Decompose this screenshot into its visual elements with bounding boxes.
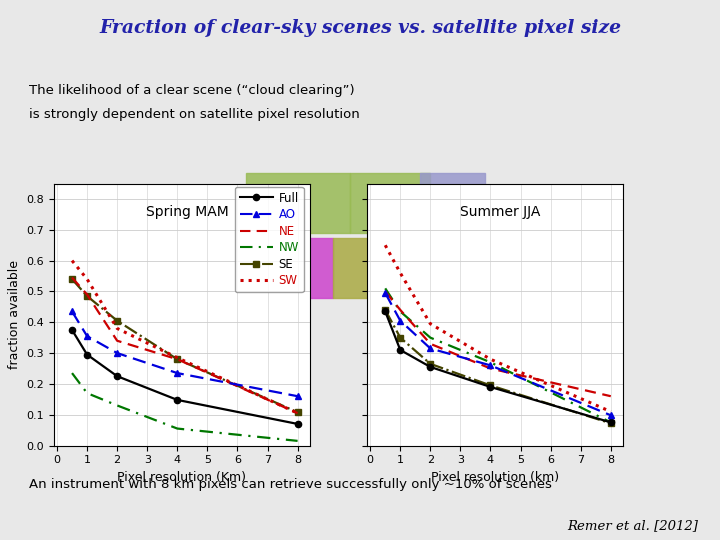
X-axis label: Pixel resolution (km): Pixel resolution (km) — [431, 471, 559, 484]
Text: NE: NE — [382, 201, 398, 211]
Text: SE: SE — [369, 266, 384, 276]
Bar — [246, 238, 333, 298]
Text: is strongly dependent on satellite pixel resolution: is strongly dependent on satellite pixel… — [29, 108, 359, 121]
Text: Summer JJA: Summer JJA — [460, 205, 540, 219]
Legend: Full, AO, NE, NW, SE, SW: Full, AO, NE, NW, SE, SW — [235, 187, 304, 292]
Text: AO: AO — [445, 231, 462, 241]
X-axis label: Pixel resolution (Km): Pixel resolution (Km) — [117, 471, 246, 484]
Text: Fraction of clear-sky scenes vs. satellite pixel size: Fraction of clear-sky scenes vs. satelli… — [99, 19, 621, 37]
Bar — [246, 173, 351, 233]
Bar — [351, 173, 430, 233]
Y-axis label: fraction available: fraction available — [8, 260, 21, 369]
Text: An instrument with 8 km pixels can retrieve successfully only ~10% of scenes: An instrument with 8 km pixels can retri… — [29, 478, 552, 491]
Bar — [420, 173, 485, 298]
Text: NW: NW — [288, 201, 308, 211]
Text: The likelihood of a clear scene (“cloud clearing”): The likelihood of a clear scene (“cloud … — [29, 84, 354, 97]
Text: Remer et al. [2012]: Remer et al. [2012] — [567, 519, 698, 532]
Bar — [333, 238, 420, 298]
Text: Spring MAM: Spring MAM — [145, 205, 228, 219]
Text: SW: SW — [282, 266, 300, 276]
